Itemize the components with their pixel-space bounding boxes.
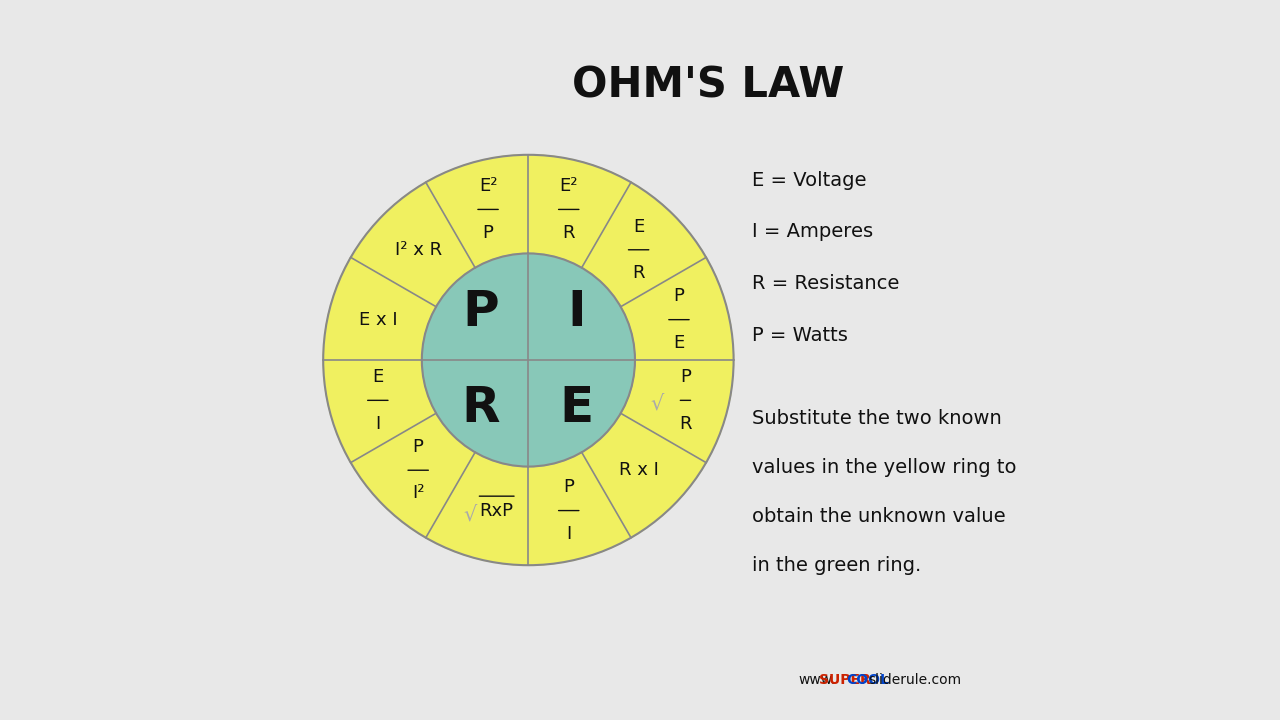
Text: E: E bbox=[634, 217, 644, 235]
Text: R x I: R x I bbox=[618, 462, 659, 480]
Text: RxP: RxP bbox=[480, 502, 513, 520]
Text: √: √ bbox=[463, 504, 476, 524]
Circle shape bbox=[422, 253, 635, 467]
Text: P: P bbox=[462, 288, 499, 336]
Text: E: E bbox=[372, 368, 384, 386]
Text: R = Resistance: R = Resistance bbox=[751, 274, 899, 293]
Text: I: I bbox=[567, 288, 586, 336]
Text: √: √ bbox=[650, 394, 663, 414]
Text: R: R bbox=[562, 224, 575, 242]
Text: I²: I² bbox=[412, 485, 425, 503]
Text: E = Voltage: E = Voltage bbox=[751, 171, 867, 189]
Text: OHM'S LAW: OHM'S LAW bbox=[572, 65, 845, 107]
Text: R: R bbox=[461, 384, 499, 432]
Text: R: R bbox=[680, 415, 691, 433]
Text: P: P bbox=[673, 287, 685, 305]
Text: P: P bbox=[483, 224, 494, 242]
Text: COOL: COOL bbox=[846, 673, 890, 688]
Text: E x I: E x I bbox=[358, 310, 397, 328]
Text: P = Watts: P = Watts bbox=[751, 326, 847, 345]
Text: I = Amperes: I = Amperes bbox=[751, 222, 873, 241]
Text: Substitute the two known: Substitute the two known bbox=[751, 409, 1001, 428]
Text: P: P bbox=[563, 478, 575, 496]
Text: sliderule.com: sliderule.com bbox=[868, 673, 961, 688]
Text: E²: E² bbox=[479, 177, 498, 195]
Text: in the green ring.: in the green ring. bbox=[751, 556, 920, 575]
Text: www.: www. bbox=[799, 673, 836, 688]
Text: I: I bbox=[375, 415, 380, 433]
Text: I: I bbox=[566, 525, 571, 543]
Text: I² x R: I² x R bbox=[394, 240, 442, 258]
Text: obtain the unknown value: obtain the unknown value bbox=[751, 507, 1005, 526]
Text: E²: E² bbox=[559, 177, 579, 195]
Text: values in the yellow ring to: values in the yellow ring to bbox=[751, 458, 1016, 477]
Circle shape bbox=[323, 155, 733, 565]
Text: P: P bbox=[680, 368, 691, 386]
Text: R: R bbox=[632, 264, 645, 282]
Text: SUPER: SUPER bbox=[819, 673, 870, 688]
Text: P: P bbox=[412, 438, 424, 456]
Text: E: E bbox=[559, 384, 594, 432]
Text: E: E bbox=[673, 334, 685, 352]
